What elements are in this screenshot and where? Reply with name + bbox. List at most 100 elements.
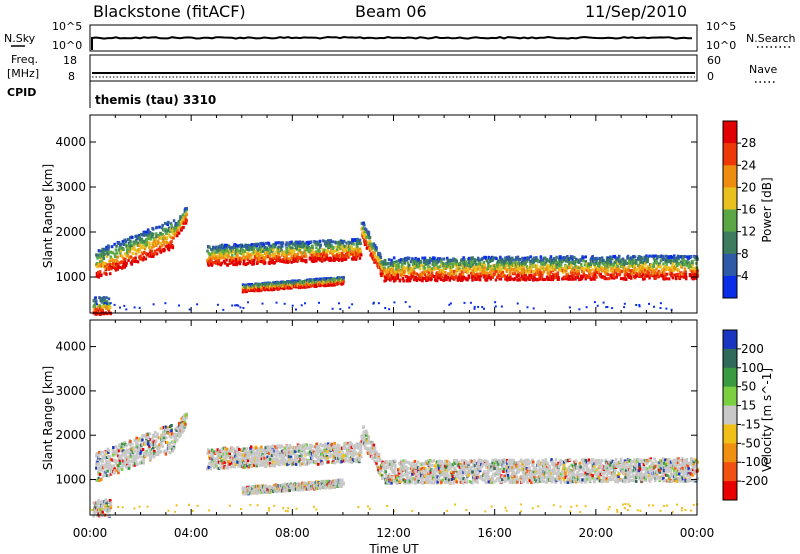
echo-cell [108, 460, 111, 463]
echo-cell [93, 305, 97, 309]
echo-cell [120, 446, 123, 450]
echo-cell [407, 271, 410, 275]
echo-cell [377, 265, 381, 269]
echo-cell [466, 270, 470, 274]
echo-cell [139, 451, 142, 455]
echo-cell [400, 270, 403, 274]
echo-cell [161, 223, 164, 227]
nsearch-label: N.Search [746, 32, 796, 45]
echo-cell [121, 468, 124, 471]
echo-cell [315, 242, 318, 246]
echo-cell [147, 447, 150, 450]
echo-cell [102, 466, 105, 470]
echo-cell [581, 256, 585, 260]
echo-cell [310, 249, 313, 253]
echo-cell [109, 472, 113, 476]
echo-cell [318, 258, 322, 262]
echo-cell [356, 249, 360, 253]
echo-cell [472, 261, 475, 264]
echo-cell [525, 269, 529, 273]
echo-cell [306, 284, 309, 288]
echo-cell [571, 257, 574, 261]
echo-cell [124, 240, 128, 243]
echo-cell [152, 232, 155, 236]
echo-cell [236, 254, 239, 258]
echo-cell [589, 265, 592, 268]
echo-cell [449, 274, 452, 278]
echo-cell [138, 449, 142, 453]
echo-cell [499, 255, 502, 259]
echo-cell [595, 266, 598, 270]
echo-cell [98, 466, 101, 470]
echo-cell [554, 268, 557, 272]
echo-cell [129, 255, 133, 259]
echo-cell [682, 259, 685, 263]
echo-cell [344, 257, 348, 261]
echo-cell [475, 268, 479, 272]
echo-cell [565, 277, 568, 281]
echo-cell [634, 275, 637, 278]
echo-cell [543, 263, 546, 267]
echo-cell [397, 262, 400, 266]
echo-cell [652, 270, 656, 274]
echo-cell [256, 260, 260, 264]
echo-cell [526, 306, 529, 309]
echo-cell [385, 262, 388, 266]
echo-cell [163, 248, 166, 252]
echo-cell [532, 270, 535, 274]
echo-cell [501, 260, 504, 264]
echo-cell [607, 277, 611, 280]
echo-cell [117, 264, 120, 268]
echo-cell [402, 279, 405, 283]
echo-cell [413, 278, 416, 282]
echo-cell [485, 259, 489, 263]
echo-cell [682, 275, 685, 279]
echo-cell [134, 449, 137, 453]
echo-cell [538, 273, 541, 276]
echo-cell [145, 233, 148, 237]
echo-cell [371, 246, 374, 250]
echo-cell [483, 307, 485, 310]
echo-cell [217, 257, 220, 261]
echo-cell [482, 261, 486, 264]
echo-cell [153, 249, 157, 253]
echo-cell [461, 273, 465, 277]
echo-cell [463, 258, 466, 262]
echo-cell [260, 246, 263, 250]
echo-cell [164, 245, 168, 248]
echo-cell [683, 255, 687, 258]
echo-cell [631, 263, 634, 267]
echo-cell [556, 271, 560, 275]
echo-cell [621, 257, 625, 261]
echo-cell [131, 236, 134, 240]
echo-cell [486, 271, 489, 275]
echo-cell [327, 249, 330, 253]
echo-cell [207, 251, 211, 255]
echo-cell [422, 277, 425, 280]
echo-cell [491, 264, 494, 268]
echo-cell [113, 471, 116, 475]
echo-cell [158, 236, 161, 240]
echo-cell [665, 277, 668, 281]
echo-cell [545, 268, 548, 271]
echo-cell [122, 243, 126, 246]
echo-cell [509, 257, 512, 261]
echo-cell [390, 258, 393, 262]
echo-cell [468, 256, 471, 260]
echo-cell [655, 267, 658, 271]
echo-cell [451, 274, 454, 278]
echo-cell [260, 244, 264, 248]
echo-cell [581, 275, 584, 279]
echo-cell [456, 263, 459, 267]
echo-cell [468, 263, 471, 267]
echo-cell [563, 276, 567, 280]
echo-cell [262, 243, 266, 247]
echo-cell [210, 258, 213, 262]
echo-cell [419, 259, 422, 263]
echo-cell [134, 460, 138, 464]
echo-cell [384, 277, 388, 281]
echo-cell [222, 308, 225, 311]
echo-cell [243, 289, 247, 293]
echo-cell [125, 460, 128, 464]
echo-cell [115, 452, 119, 456]
